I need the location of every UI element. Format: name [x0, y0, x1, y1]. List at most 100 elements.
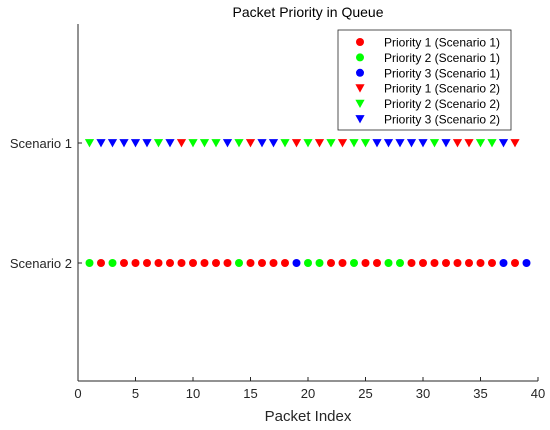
- triangle-point: [222, 139, 233, 148]
- x-ticks: 0 5 10 15 20 25 30 35 40: [74, 377, 545, 401]
- circle-point: [361, 259, 370, 267]
- legend-marker: [355, 99, 365, 108]
- circle-point: [200, 259, 209, 267]
- legend-label: Priority 3 (Scenario 2): [384, 113, 500, 127]
- triangle-point: [84, 139, 95, 148]
- y-tick-label: Scenario 2: [10, 256, 72, 271]
- circle-point: [85, 259, 94, 267]
- triangle-point: [372, 139, 382, 148]
- circle-point: [212, 259, 220, 267]
- circle-point: [315, 259, 324, 267]
- triangle-point: [303, 139, 313, 148]
- triangle-point: [441, 139, 451, 148]
- y-ticks: Scenario 1 Scenario 2: [10, 136, 82, 271]
- circle-point: [442, 259, 450, 267]
- triangle-point: [487, 139, 497, 148]
- x-tick-label: 20: [301, 386, 315, 401]
- x-tick-label: 15: [243, 386, 257, 401]
- triangle-point: [429, 139, 440, 148]
- triangle-point: [119, 139, 129, 148]
- circle-point: [97, 259, 105, 267]
- circle-point: [269, 259, 278, 267]
- circle-point: [143, 259, 151, 267]
- x-axis-label: Packet Index: [265, 408, 352, 425]
- triangle-point: [475, 139, 486, 148]
- triangle-point: [498, 139, 509, 148]
- legend-label: Priority 1 (Scenario 2): [384, 82, 500, 96]
- triangle-point: [349, 139, 359, 148]
- circle-point: [131, 259, 140, 267]
- circle-point: [407, 259, 416, 267]
- circle-point: [235, 259, 243, 267]
- legend: Priority 1 (Scenario 1)Priority 2 (Scena…: [337, 29, 512, 131]
- circle-point: [476, 259, 485, 267]
- circle-point: [154, 259, 163, 267]
- triangle-point: [107, 139, 118, 148]
- circle-point: [292, 259, 301, 267]
- circle-point: [465, 259, 473, 267]
- circle-point: [522, 259, 531, 267]
- triangle-point: [510, 139, 520, 148]
- triangle-point: [406, 139, 417, 148]
- circle-point: [246, 259, 255, 267]
- triangle-point: [360, 139, 371, 148]
- x-tick-label: 35: [473, 386, 487, 401]
- triangle-point: [176, 139, 187, 148]
- circle-point: [373, 259, 381, 267]
- triangle-point: [314, 139, 325, 148]
- x-tick-label: 30: [416, 386, 430, 401]
- triangle-point: [130, 139, 141, 148]
- legend-label: Priority 2 (Scenario 1): [384, 51, 500, 65]
- circle-point: [488, 259, 496, 267]
- circle-point: [166, 259, 174, 267]
- triangle-point: [418, 139, 428, 148]
- x-tick-label: 5: [132, 386, 139, 401]
- legend-label: Priority 2 (Scenario 2): [384, 97, 500, 111]
- triangle-point: [291, 139, 302, 148]
- triangle-point: [383, 139, 394, 148]
- triangle-point: [153, 139, 164, 148]
- circle-point: [430, 259, 439, 267]
- legend-marker: [355, 84, 365, 93]
- triangle-point: [257, 139, 267, 148]
- x-tick-label: 0: [74, 386, 81, 401]
- triangle-point: [452, 139, 463, 148]
- circle-point: [223, 259, 232, 267]
- triangle-point: [280, 139, 290, 148]
- triangle-point: [188, 139, 198, 148]
- y-tick-label: Scenario 1: [10, 136, 72, 151]
- legend-marker: [356, 53, 364, 62]
- legend-marker: [355, 115, 365, 124]
- data-marks: [84, 139, 531, 267]
- circle-point: [453, 259, 462, 267]
- triangle-point: [96, 139, 106, 148]
- legend-marker: [356, 38, 364, 46]
- circle-point: [304, 259, 312, 267]
- circle-point: [384, 259, 393, 267]
- triangle-point: [199, 139, 210, 148]
- triangle-point: [464, 139, 474, 148]
- circle-point: [281, 259, 289, 267]
- circle-point: [177, 259, 186, 267]
- legend-box: [337, 29, 512, 131]
- circle-point: [511, 259, 519, 267]
- legend-marker: [356, 68, 364, 77]
- triangle-point: [142, 139, 152, 148]
- circle-point: [419, 259, 427, 267]
- circle-point: [258, 259, 266, 267]
- triangle-point: [245, 139, 256, 148]
- circle-point: [350, 259, 358, 267]
- chart-title: Packet Priority in Queue: [233, 4, 384, 20]
- legend-label: Priority 3 (Scenario 1): [384, 66, 500, 80]
- circle-point: [189, 259, 197, 267]
- triangle-point: [337, 139, 348, 148]
- circle-point: [120, 259, 128, 267]
- triangle-point: [165, 139, 175, 148]
- triangle-point: [234, 139, 244, 148]
- x-tick-label: 25: [358, 386, 372, 401]
- triangle-point: [211, 139, 221, 148]
- circle-point: [396, 259, 404, 267]
- legend-label: Priority 1 (Scenario 1): [384, 36, 500, 50]
- circle-point: [327, 259, 335, 267]
